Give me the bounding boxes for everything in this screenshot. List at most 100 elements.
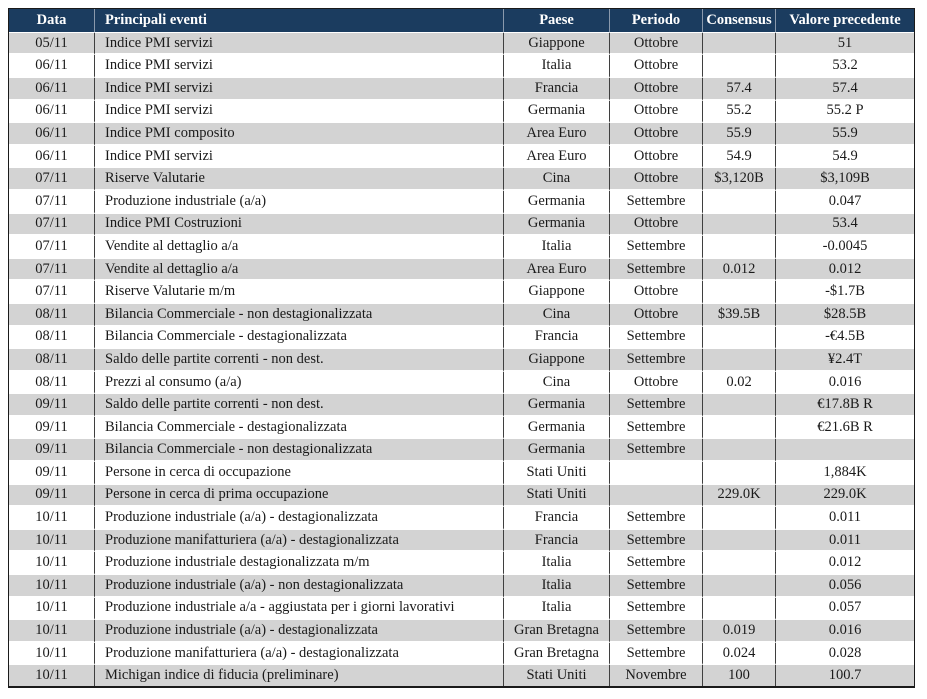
cell-evento: Michigan indice di fiducia (preliminare) bbox=[95, 665, 504, 687]
cell-evento: Produzione industriale destagionalizzata… bbox=[95, 552, 504, 576]
table-row: 10/11 Michigan indice di fiducia (prelimi… bbox=[9, 665, 914, 687]
cell-periodo: Ottobre bbox=[610, 55, 703, 78]
cell-valore: 1,884K bbox=[776, 462, 914, 485]
cell-paese: Francia bbox=[504, 77, 610, 101]
cell-paese: Italia bbox=[504, 597, 610, 621]
table-row: 06/11 Indice PMI servizi Italia Ottobre 53.2 bbox=[9, 55, 914, 78]
cell-valore: 0.047 bbox=[776, 190, 914, 214]
cell-consensus bbox=[703, 507, 776, 530]
cell-valore: 0.012 bbox=[776, 258, 914, 282]
cell-data: 09/11 bbox=[9, 462, 95, 485]
column-header-data: Data bbox=[9, 9, 95, 33]
cell-periodo: Settembre bbox=[610, 575, 703, 598]
cell-consensus bbox=[703, 575, 776, 598]
cell-periodo: Novembre bbox=[610, 665, 703, 687]
cell-paese: Stati Uniti bbox=[504, 462, 610, 485]
cell-valore: 55.2 P bbox=[776, 100, 914, 124]
table-row: 09/11 Persone in cerca di prima occupazio… bbox=[9, 484, 914, 508]
cell-valore: 0.056 bbox=[776, 575, 914, 598]
cell-paese: Gran Bretagna bbox=[504, 642, 610, 666]
cell-consensus: $39.5B bbox=[703, 303, 776, 327]
cell-data: 07/11 bbox=[9, 281, 95, 304]
table-row: 06/11 Indice PMI servizi Germania Ottobre 55… bbox=[9, 100, 914, 124]
cell-periodo: Settembre bbox=[610, 439, 703, 463]
table-row: 07/11 Vendite al dettaglio a/a Italia Sette… bbox=[9, 236, 914, 259]
cell-valore: -0.0045 bbox=[776, 236, 914, 259]
cell-periodo: Ottobre bbox=[610, 123, 703, 146]
cell-periodo: Settembre bbox=[610, 597, 703, 621]
cell-evento: Indice PMI servizi bbox=[95, 55, 504, 78]
cell-valore: 0.011 bbox=[776, 507, 914, 530]
cell-data: 09/11 bbox=[9, 394, 95, 417]
cell-periodo: Ottobre bbox=[610, 100, 703, 124]
cell-evento: Vendite al dettaglio a/a bbox=[95, 236, 504, 259]
cell-evento: Indice PMI servizi bbox=[95, 145, 504, 169]
cell-data: 08/11 bbox=[9, 303, 95, 327]
cell-consensus bbox=[703, 529, 776, 553]
cell-paese: Germania bbox=[504, 213, 610, 237]
cell-paese: Francia bbox=[504, 529, 610, 553]
cell-evento: Bilancia Commerciale - destagionalizzata bbox=[95, 326, 504, 350]
cell-valore: 54.9 bbox=[776, 145, 914, 169]
cell-periodo: Settembre bbox=[610, 349, 703, 372]
cell-valore: $28.5B bbox=[776, 303, 914, 327]
cell-paese: Cina bbox=[504, 371, 610, 395]
table-row: 10/11 Produzione manifatturiera (a/a) - d… bbox=[9, 642, 914, 666]
cell-evento: Bilancia Commerciale - non destagionaliz… bbox=[95, 303, 504, 327]
table-row: 09/11 Saldo delle partite correnti - non … bbox=[9, 394, 914, 417]
cell-consensus bbox=[703, 597, 776, 621]
cell-data: 10/11 bbox=[9, 552, 95, 576]
cell-paese: Cina bbox=[504, 168, 610, 191]
table-row: 06/11 Indice PMI composito Area Euro Ottobr… bbox=[9, 123, 914, 146]
cell-valore: -€4.5B bbox=[776, 326, 914, 350]
cell-consensus bbox=[703, 281, 776, 304]
header-row: Data Principali eventi Paese Periodo Consens… bbox=[9, 9, 914, 33]
cell-periodo: Settembre bbox=[610, 529, 703, 553]
cell-consensus: 0.024 bbox=[703, 642, 776, 666]
cell-evento: Produzione industriale (a/a) - non desta… bbox=[95, 575, 504, 598]
cell-periodo: Settembre bbox=[610, 507, 703, 530]
cell-data: 10/11 bbox=[9, 620, 95, 643]
table-row: 07/11 Riserve Valutarie m/m Giappone Ottobr… bbox=[9, 281, 914, 304]
table-row: 10/11 Produzione industriale (a/a) - dest… bbox=[9, 620, 914, 643]
cell-consensus bbox=[703, 190, 776, 214]
table-row: 05/11 Indice PMI servizi Giappone Ottobre 51 bbox=[9, 32, 914, 56]
cell-periodo: Ottobre bbox=[610, 281, 703, 304]
cell-data: 06/11 bbox=[9, 123, 95, 146]
cell-periodo: Settembre bbox=[610, 190, 703, 214]
cell-paese: Italia bbox=[504, 575, 610, 598]
cell-periodo: Settembre bbox=[610, 552, 703, 576]
table-body: 05/11 Indice PMI servizi Giappone Ottobre 51… bbox=[9, 32, 914, 687]
cell-valore: 0.016 bbox=[776, 371, 914, 395]
cell-valore: $3,109B bbox=[776, 168, 914, 191]
cell-evento: Produzione industriale (a/a) - destagion… bbox=[95, 507, 504, 530]
cell-valore: 57.4 bbox=[776, 77, 914, 101]
cell-periodo: Settembre bbox=[610, 642, 703, 666]
cell-consensus bbox=[703, 349, 776, 372]
cell-evento: Indice PMI servizi bbox=[95, 100, 504, 124]
cell-paese: Stati Uniti bbox=[504, 665, 610, 687]
cell-evento: Produzione industriale (a/a) bbox=[95, 190, 504, 214]
cell-data: 10/11 bbox=[9, 575, 95, 598]
cell-paese: Giappone bbox=[504, 281, 610, 304]
cell-data: 06/11 bbox=[9, 77, 95, 101]
cell-paese: Francia bbox=[504, 507, 610, 530]
cell-paese: Area Euro bbox=[504, 258, 610, 282]
cell-periodo: Ottobre bbox=[610, 145, 703, 169]
cell-periodo: Ottobre bbox=[610, 77, 703, 101]
cell-consensus bbox=[703, 326, 776, 350]
column-header-periodo: Periodo bbox=[610, 9, 703, 33]
cell-paese: Italia bbox=[504, 236, 610, 259]
table-row: 07/11 Indice PMI Costruzioni Germania Ottob… bbox=[9, 213, 914, 237]
cell-consensus bbox=[703, 394, 776, 417]
column-header-evento: Principali eventi bbox=[95, 9, 504, 33]
cell-data: 07/11 bbox=[9, 236, 95, 259]
cell-valore: 0.016 bbox=[776, 620, 914, 643]
cell-paese: Stati Uniti bbox=[504, 484, 610, 508]
cell-periodo: Settembre bbox=[610, 326, 703, 350]
cell-consensus: $3,120B bbox=[703, 168, 776, 191]
cell-consensus: 0.02 bbox=[703, 371, 776, 395]
cell-consensus bbox=[703, 213, 776, 237]
cell-consensus: 0.012 bbox=[703, 258, 776, 282]
cell-paese: Germania bbox=[504, 394, 610, 417]
